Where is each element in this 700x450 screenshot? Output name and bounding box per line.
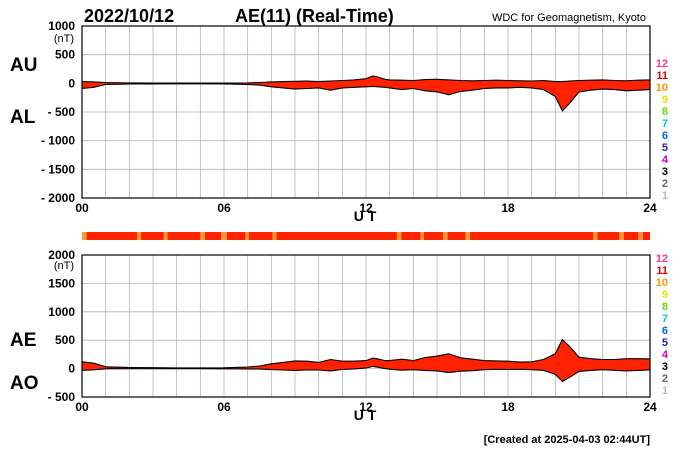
y-tick-label: 0 bbox=[68, 362, 75, 376]
x-tick-label: 00 bbox=[75, 201, 89, 215]
station-bar-segment bbox=[638, 232, 643, 240]
plot-frame bbox=[81, 25, 651, 199]
station-bar-segment bbox=[396, 232, 402, 240]
station-count-label: 12 bbox=[656, 58, 668, 70]
station-count-bar bbox=[82, 232, 650, 240]
station-count-label: 9 bbox=[662, 289, 668, 301]
x-tick-label: 18 bbox=[501, 201, 515, 215]
y-tick-label: - 500 bbox=[48, 105, 76, 119]
x-tick-label: 12 bbox=[359, 400, 373, 414]
plot-frame bbox=[81, 254, 651, 398]
bottom-x-axis-label: U T bbox=[354, 407, 377, 423]
station-count-label: 7 bbox=[662, 313, 668, 325]
station-count-label: 4 bbox=[662, 154, 669, 166]
x-tick-label: 24 bbox=[643, 400, 657, 414]
al-label: AL bbox=[10, 107, 36, 128]
station-bar-segment bbox=[420, 232, 424, 240]
y-tick-label: - 2000 bbox=[41, 191, 75, 205]
ao-label: AO bbox=[10, 373, 39, 394]
station-count-label: 3 bbox=[662, 361, 668, 373]
y-tick-label: 2000 bbox=[48, 248, 75, 262]
au-al-panel: AU AL (nT) U T 1000 500 0 - 500 - 1000 - 1500… bbox=[10, 19, 657, 224]
x-tick-label: 18 bbox=[501, 400, 515, 414]
station-count-label: 4 bbox=[662, 349, 669, 361]
y-tick-label: 1500 bbox=[48, 276, 75, 290]
y-tick-label: 1000 bbox=[48, 305, 75, 319]
station-bar-segment bbox=[163, 232, 168, 240]
station-bar-segment bbox=[200, 232, 206, 240]
station-bar-segment bbox=[442, 232, 448, 240]
x-tick-label: 06 bbox=[217, 400, 231, 414]
station-bar-base bbox=[82, 232, 650, 240]
source-label: WDC for Geomagnetism, Kyoto bbox=[492, 12, 646, 24]
station-count-label: 10 bbox=[656, 82, 668, 94]
station-count-label: 9 bbox=[662, 94, 668, 106]
station-count-label: 5 bbox=[662, 142, 668, 154]
station-count-label: 12 bbox=[656, 253, 668, 265]
station-count-label: 8 bbox=[662, 106, 668, 118]
x-tick-label: 24 bbox=[643, 201, 657, 215]
station-count-label: 10 bbox=[656, 277, 668, 289]
station-bar-segment bbox=[593, 232, 598, 240]
created-timestamp: [Created at 2025-04-03 02:44UT] bbox=[484, 434, 651, 446]
series-line-au bbox=[81, 75, 651, 84]
station-bar-segment bbox=[82, 232, 87, 240]
top-x-axis-label: U T bbox=[354, 208, 377, 224]
series-line-ao bbox=[81, 365, 651, 383]
station-count-label: 8 bbox=[662, 301, 668, 313]
station-count-label: 11 bbox=[656, 265, 668, 277]
index-fill-area bbox=[82, 75, 650, 111]
station-bar-segment bbox=[245, 232, 249, 240]
y-tick-label: 1000 bbox=[48, 19, 75, 33]
x-tick-label: 00 bbox=[75, 400, 89, 414]
station-bar-segment bbox=[465, 232, 471, 240]
y-tick-label: 500 bbox=[55, 333, 75, 347]
x-tick-label: 12 bbox=[359, 201, 373, 215]
station-bar-segment bbox=[272, 232, 277, 240]
station-count-label: 2 bbox=[662, 178, 668, 190]
date-label: 2022/10/12 bbox=[84, 6, 174, 26]
station-count-label: 2 bbox=[662, 373, 668, 385]
top-unit-label: (nT) bbox=[54, 33, 74, 45]
station-bar-segment bbox=[619, 232, 624, 240]
y-tick-label: 500 bbox=[55, 48, 75, 62]
y-tick-label: - 1500 bbox=[41, 162, 75, 176]
y-tick-label: - 1000 bbox=[41, 134, 75, 148]
y-tick-label: 0 bbox=[68, 76, 75, 90]
x-tick-label: 06 bbox=[217, 201, 231, 215]
au-label: AU bbox=[10, 55, 37, 76]
station-count-label: 7 bbox=[662, 118, 668, 130]
station-bar-segment bbox=[221, 232, 227, 240]
station-count-label: 1 bbox=[662, 190, 668, 202]
station-count-label: 6 bbox=[662, 325, 668, 337]
bottom-unit-label: (nT) bbox=[54, 260, 74, 272]
station-count-label: 3 bbox=[662, 166, 668, 178]
station-count-label: 6 bbox=[662, 130, 668, 142]
station-count-label: 1 bbox=[662, 385, 668, 397]
ae-label: AE bbox=[10, 330, 36, 351]
y-tick-label: - 500 bbox=[48, 390, 76, 404]
station-count-label: 11 bbox=[656, 70, 668, 82]
station-bar-segment bbox=[137, 232, 142, 240]
plot-title: AE(11) (Real-Time) bbox=[235, 6, 394, 26]
series-line-al bbox=[81, 83, 651, 112]
station-count-label: 5 bbox=[662, 337, 668, 349]
series-line-ae bbox=[81, 338, 651, 369]
